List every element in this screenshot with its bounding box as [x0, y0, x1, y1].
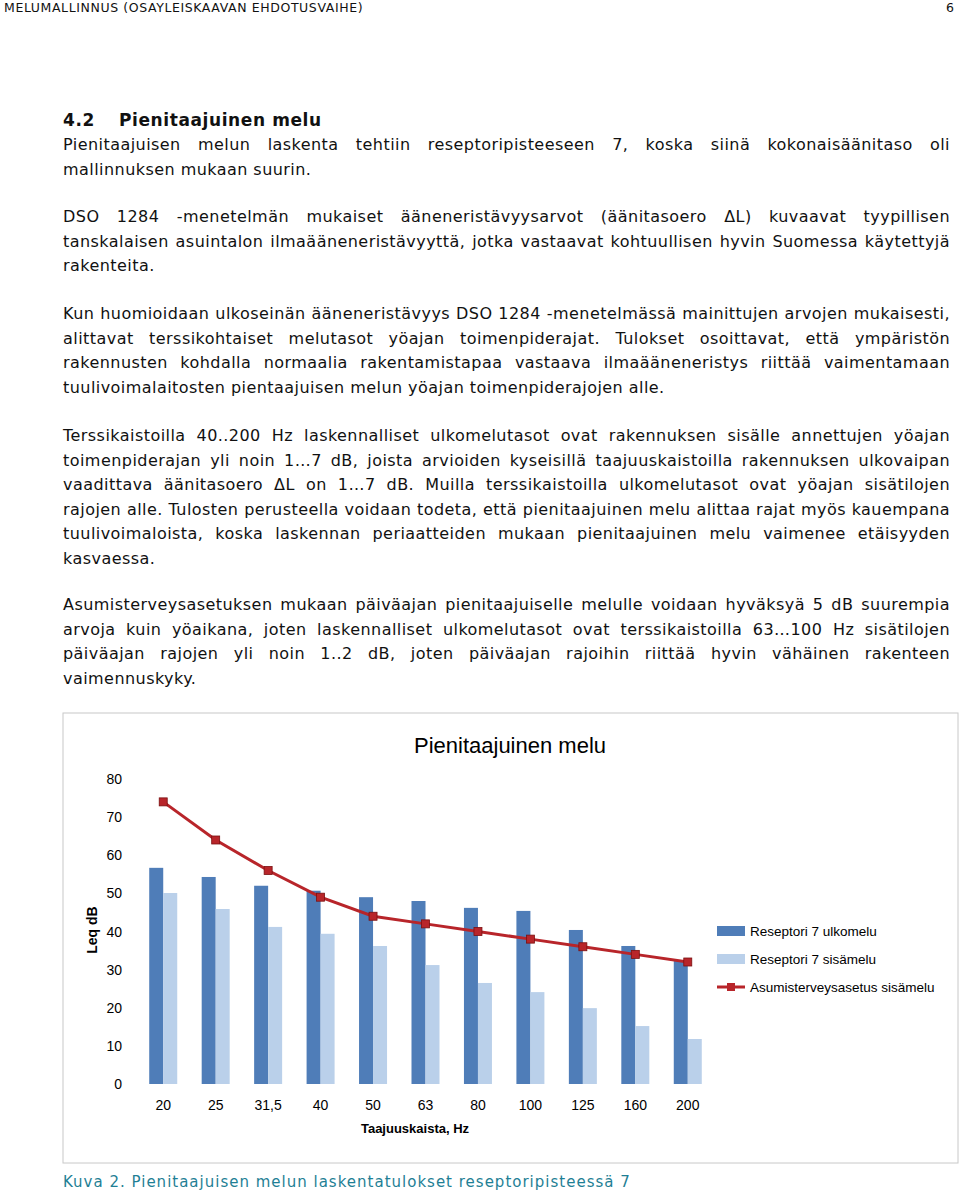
bar: [583, 1008, 597, 1084]
y-tick-label: 20: [106, 1000, 122, 1016]
marker: [579, 943, 587, 951]
marker: [474, 928, 482, 936]
y-tick-label: 60: [106, 847, 122, 863]
y-tick-label: 70: [106, 809, 122, 825]
bar: [321, 934, 335, 1084]
section-heading: 4.2 Pienitaajuinen melu: [63, 110, 322, 130]
paragraph: Kun huomioidaan ulkoseinän ääneneristävy…: [63, 302, 950, 400]
bar: [569, 930, 583, 1084]
x-tick-label: 50: [365, 1097, 381, 1113]
y-tick-label: 80: [106, 771, 122, 787]
bar: [254, 886, 268, 1084]
marker: [317, 893, 325, 901]
bar: [412, 901, 426, 1084]
bar: [635, 1026, 649, 1084]
y-tick-label: 30: [106, 962, 122, 978]
chart-title: Pienitaajuinen melu: [414, 733, 606, 758]
figure-caption: Kuva 2. Pienitaajuisen melun laskentatul…: [63, 1173, 631, 1191]
plot-area: [149, 798, 702, 1084]
legend-swatch: [727, 983, 735, 991]
y-tick: [133, 855, 137, 856]
bar: [426, 965, 440, 1084]
section-number: 4.2: [63, 110, 95, 130]
y-tick: [133, 1084, 137, 1085]
bar: [216, 909, 230, 1084]
marker: [159, 798, 167, 806]
legend-label: Reseptori 7 ulkomelu: [750, 924, 877, 939]
bar: [202, 877, 216, 1084]
bar: [149, 868, 163, 1084]
marker: [264, 867, 272, 875]
marker: [526, 935, 534, 943]
bar: [621, 946, 635, 1084]
y-tick: [133, 817, 137, 818]
y-tick: [133, 1045, 137, 1046]
legend-label: Asumisterveysasetus sisämelu: [750, 980, 935, 995]
paragraph: Pienitaajuisen melun laskenta tehtiin re…: [63, 133, 950, 182]
y-tick-label: 40: [106, 924, 122, 940]
bar: [268, 927, 282, 1084]
marker: [422, 920, 430, 928]
paragraph: DSO 1284 -menetelmän mukaiset äänenerist…: [63, 205, 950, 279]
bar: [674, 960, 688, 1084]
x-tick-label: 31,5: [255, 1097, 282, 1113]
x-tick-label: 125: [571, 1097, 595, 1113]
x-tick-label: 25: [208, 1097, 224, 1113]
paragraph: Asumisterveysasetuksen mukaan päiväajan …: [63, 593, 950, 691]
x-tick-label: 80: [470, 1097, 486, 1113]
chart: Pienitaajuinen melu 0 10 20 30 40 50 60 70 80 20 25…: [0, 0, 960, 1200]
x-tick-label: 200: [676, 1097, 700, 1113]
legend-swatch: [717, 954, 745, 964]
bar: [359, 897, 373, 1084]
bar: [373, 946, 387, 1084]
x-tick-label: 40: [313, 1097, 329, 1113]
marker: [631, 950, 639, 958]
y-tick-label: 10: [106, 1038, 122, 1054]
chart-frame: [63, 713, 958, 1163]
marker: [212, 836, 220, 844]
paragraph: Terssikaistoilla 40..200 Hz laskennallis…: [63, 424, 950, 571]
y-tick-label: 0: [114, 1076, 122, 1092]
y-tick: [133, 1007, 137, 1008]
bar: [478, 983, 492, 1084]
y-tick: [133, 893, 137, 894]
y-axis-title: Leq dB: [84, 906, 100, 953]
page-number: 6: [946, 0, 955, 15]
x-tick-label: 160: [624, 1097, 648, 1113]
page-header: MELUMALLINNUS (OSAYLEISKAAVAN EHDOTUSVAI…: [4, 0, 363, 15]
line: [163, 802, 688, 962]
bar: [307, 891, 321, 1084]
y-tick: [133, 779, 137, 780]
section-title: Pienitaajuinen melu: [119, 110, 322, 130]
y-tick-label: 50: [106, 885, 122, 901]
y-tick: [133, 969, 137, 970]
x-tick-label: 100: [519, 1097, 543, 1113]
x-tick-label: 20: [155, 1097, 171, 1113]
marker: [369, 912, 377, 920]
legend-swatch: [717, 926, 745, 936]
legend-label: Reseptori 7 sisämelu: [750, 952, 876, 967]
bar: [163, 893, 177, 1084]
bar: [530, 992, 544, 1084]
y-tick: [133, 931, 137, 932]
marker: [684, 958, 692, 966]
x-tick-label: 63: [418, 1097, 434, 1113]
x-axis-title: Taajuuskaista, Hz: [361, 1121, 470, 1136]
bar: [688, 1039, 702, 1084]
